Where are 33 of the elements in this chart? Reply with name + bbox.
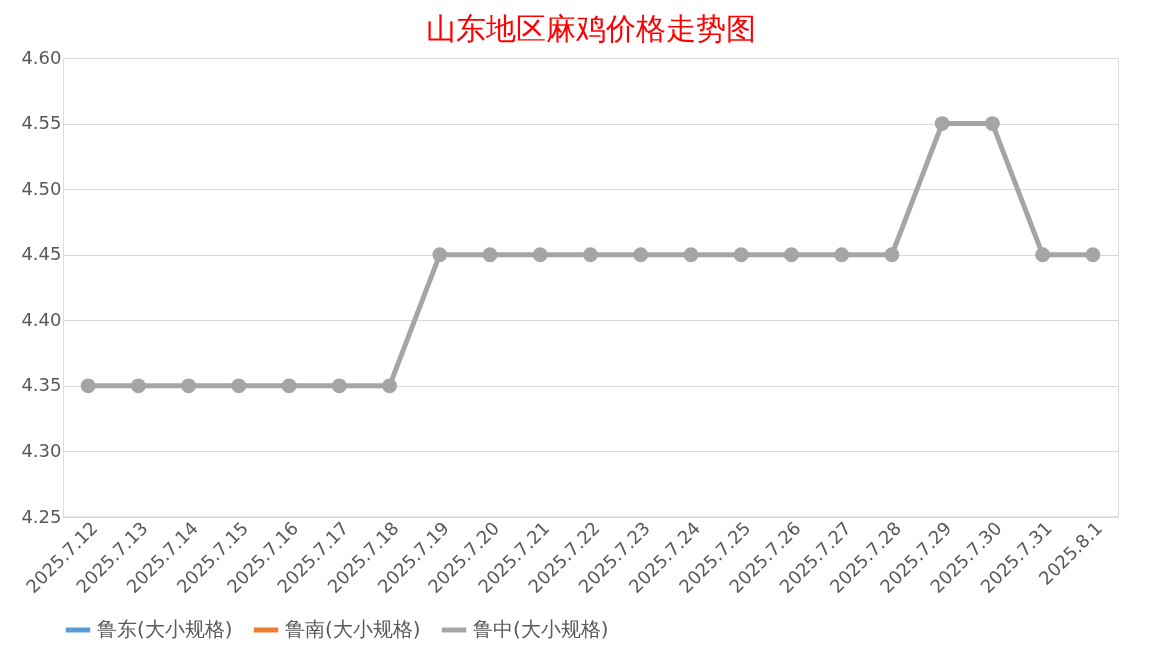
point xyxy=(733,247,749,263)
point xyxy=(884,247,900,263)
point xyxy=(1035,247,1051,263)
point xyxy=(80,378,96,394)
y-tick-label: 4.50 xyxy=(21,177,62,199)
chart-title: 山东地区麻鸡价格走势图 xyxy=(425,11,756,46)
point xyxy=(1085,247,1101,263)
point xyxy=(281,378,297,394)
legend-label: 鲁东(大小规格) xyxy=(97,617,233,641)
point xyxy=(231,378,247,394)
y-tick-label: 4.30 xyxy=(21,439,62,461)
y-tick-label: 4.55 xyxy=(21,112,62,134)
point xyxy=(382,378,397,394)
point xyxy=(331,378,347,394)
legend-label: 鲁中(大小规格) xyxy=(473,617,609,641)
y-tick-label: 4.45 xyxy=(21,243,62,265)
point xyxy=(683,247,699,263)
point xyxy=(834,247,850,263)
y-tick-label: 4.60 xyxy=(21,46,62,68)
point xyxy=(532,247,548,263)
point xyxy=(633,247,649,263)
point xyxy=(784,247,799,263)
y-tick-label: 4.40 xyxy=(21,308,62,330)
point xyxy=(482,247,498,263)
point xyxy=(583,247,598,263)
point xyxy=(984,116,1000,131)
point xyxy=(181,378,197,394)
y-tick-label: 4.35 xyxy=(21,374,62,396)
y-tick-label: 4.25 xyxy=(21,505,62,527)
point xyxy=(934,116,950,131)
point xyxy=(130,378,146,394)
point xyxy=(432,247,448,263)
legend-label: 鲁南(大小规格) xyxy=(285,617,421,641)
